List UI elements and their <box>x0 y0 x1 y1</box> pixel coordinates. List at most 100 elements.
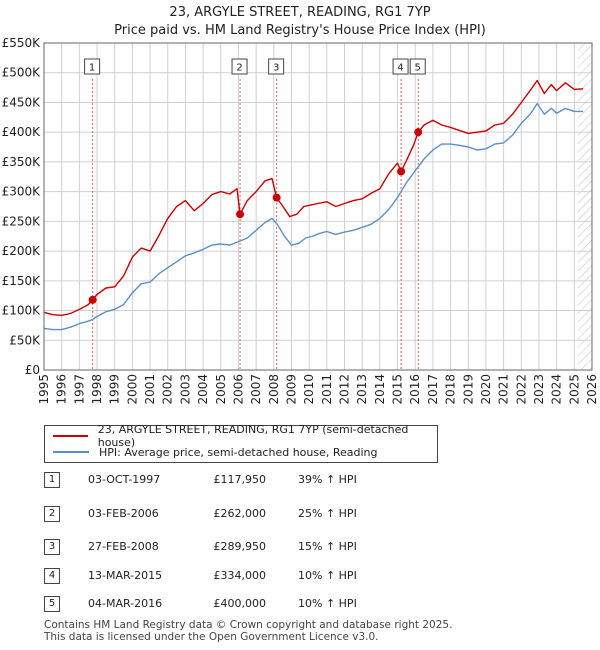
plot-area <box>44 43 592 370</box>
transaction-label-box <box>392 58 409 75</box>
y-tick-label: £300K <box>2 185 42 199</box>
transaction-date: 04-MAR-2016 <box>88 597 163 610</box>
transaction-price: £262,000 <box>213 507 267 520</box>
legend-swatch-hpi <box>53 451 89 453</box>
transaction-label-number: 5 <box>415 63 421 74</box>
y-tick-label: £550K <box>2 36 42 50</box>
transaction-point <box>236 210 245 219</box>
transaction-point <box>414 128 423 137</box>
transaction-hpi-change: 25% ↑ HPI <box>298 507 357 520</box>
x-tick-label: 2018 <box>444 374 458 405</box>
y-tick-label: £50K <box>9 333 41 347</box>
x-tick-label: 1998 <box>90 374 104 405</box>
transaction-number-badge: 5 <box>44 596 60 612</box>
y-tick-label: £150K <box>2 274 42 288</box>
footer-copyright: Contains HM Land Registry data © Crown c… <box>44 619 453 631</box>
x-tick-label: 2017 <box>426 374 440 405</box>
x-tick-label: 2014 <box>373 374 387 405</box>
table-row: 1 03-OCT-1997 £117,950 39% ↑ HPI <box>44 472 464 488</box>
transaction-label-number: 1 <box>89 63 95 74</box>
transaction-point <box>272 193 281 202</box>
x-tick-label: 2010 <box>302 374 316 405</box>
x-tick-label: 1995 <box>37 374 51 405</box>
footer-licence: This data is licensed under the Open Gov… <box>44 631 379 643</box>
y-tick-label: £500K <box>2 66 42 80</box>
x-tick-label: 2002 <box>161 374 175 405</box>
y-tick-label: £400K <box>2 125 42 139</box>
x-tick-label: 2020 <box>479 374 493 405</box>
transaction-label-number: 2 <box>236 63 242 74</box>
chart-legend: 23, ARGYLE STREET, READING, RG1 7YP (sem… <box>44 423 438 463</box>
transaction-number-badge: 4 <box>44 568 60 584</box>
x-tick-label: 2026 <box>585 374 599 405</box>
x-tick-label: 2016 <box>408 374 422 405</box>
price-paid-line <box>43 79 584 316</box>
transaction-point <box>397 167 406 176</box>
transaction-label-box <box>231 58 248 75</box>
y-tick-label: £250K <box>2 214 42 228</box>
x-tick-label: 2005 <box>214 374 228 405</box>
transaction-label-box <box>409 58 426 75</box>
transaction-price: £334,000 <box>213 569 267 582</box>
chart-subtitle: Price paid vs. HM Land Registry's House … <box>114 23 486 38</box>
y-tick-label: £450K <box>2 95 42 109</box>
hpi-line <box>43 102 584 331</box>
y-tick-label: £350K <box>2 155 42 169</box>
legend-label-price: 23, ARGYLE STREET, READING, RG1 7YP (sem… <box>97 423 409 449</box>
x-tick-label: 2021 <box>497 374 511 405</box>
x-tick-label: 2019 <box>461 374 475 405</box>
x-tick-label: 2003 <box>178 374 192 405</box>
x-tick-label: 2025 <box>567 374 581 405</box>
table-row: 3 27-FEB-2008 £289,950 15% ↑ HPI <box>44 539 464 555</box>
y-tick-label: £0 <box>25 363 40 377</box>
forecast-hatch-region <box>577 43 592 370</box>
price-chart: £0 £50K £100K £150K £200K £250K £300K £350K £400… <box>2 36 599 405</box>
transaction-number-badge: 2 <box>44 506 60 522</box>
transaction-label-box <box>84 58 101 75</box>
plot-frame <box>43 42 593 371</box>
transaction-date: 13-MAR-2015 <box>88 569 163 582</box>
x-tick-label: 1999 <box>108 374 122 405</box>
transaction-label-number: 3 <box>273 63 279 74</box>
transaction-number-badge: 3 <box>44 539 60 555</box>
x-tick-label: 2001 <box>143 374 157 405</box>
transaction-hpi-change: 10% ↑ HPI <box>298 569 357 582</box>
x-tick-label: 2008 <box>267 374 281 405</box>
x-tick-label: 2013 <box>355 374 369 405</box>
x-tick-label: 2015 <box>391 374 405 405</box>
x-tick-label: 2004 <box>196 374 210 405</box>
x-tick-label: 2023 <box>532 374 546 405</box>
x-tick-label: 2007 <box>249 374 263 405</box>
transaction-price: £117,950 <box>213 473 267 486</box>
transaction-label-box <box>268 58 285 75</box>
legend-item-price: 23, ARGYLE STREET, READING, RG1 7YP (sem… <box>53 423 437 449</box>
y-tick-label: £200K <box>2 244 42 258</box>
table-row: 5 04-MAR-2016 £400,000 10% ↑ HPI <box>44 596 464 612</box>
table-row: 2 03-FEB-2006 £262,000 25% ↑ HPI <box>44 506 464 522</box>
transaction-number-badge: 1 <box>44 472 60 488</box>
transaction-price: £289,950 <box>213 540 267 553</box>
transaction-hpi-change: 15% ↑ HPI <box>298 540 357 553</box>
x-tick-label: 2012 <box>338 374 352 405</box>
transaction-date: 03-OCT-1997 <box>88 473 161 486</box>
legend-swatch-price <box>53 435 88 437</box>
x-tick-label: 1996 <box>55 374 69 405</box>
transaction-hpi-change: 39% ↑ HPI <box>298 473 357 486</box>
transaction-point <box>88 295 97 304</box>
x-tick-label: 2006 <box>231 374 245 405</box>
x-tick-label: 2011 <box>320 374 334 405</box>
footer-attribution: Contains HM Land Registry data © Crown c… <box>44 619 452 643</box>
x-tick-label: 2000 <box>125 374 139 405</box>
legend-label-hpi: HPI: Average price, semi-detached house,… <box>99 445 378 459</box>
legend-item-hpi: HPI: Average price, semi-detached house,… <box>53 444 378 460</box>
x-tick-label: 2009 <box>284 374 298 405</box>
chart-title-address: 23, ARGYLE STREET, READING, RG1 7YP <box>169 5 431 20</box>
x-tick-label: 1997 <box>72 374 86 405</box>
transaction-date: 27-FEB-2008 <box>88 540 159 553</box>
x-tick-label: 2022 <box>514 374 528 405</box>
y-tick-label: £100K <box>2 304 42 318</box>
x-tick-label: 2024 <box>550 374 564 405</box>
transaction-date: 03-FEB-2006 <box>88 507 159 520</box>
transaction-price: £400,000 <box>213 597 267 610</box>
transaction-label-number: 4 <box>397 63 403 74</box>
